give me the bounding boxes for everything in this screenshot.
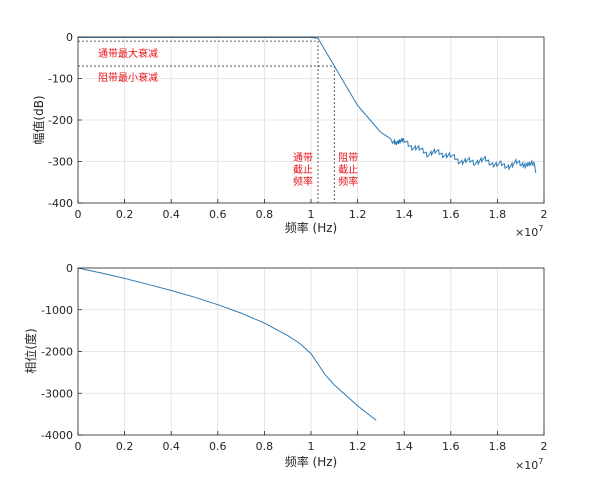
x-tick-label: 1.2 xyxy=(349,440,367,453)
y-tick-label: 0 xyxy=(66,262,73,275)
x-tick-label: 1.4 xyxy=(395,208,413,221)
magnitude-plot: 0 0.2 0.4 0.6 0.8 1 1.2 1.4 1.6 1.8 2 0 -100 -200 -30… xyxy=(31,31,548,239)
x-tick-label: 1.8 xyxy=(489,208,507,221)
x-tick-label: 0.2 xyxy=(116,208,134,221)
stopband-atten-label: 阻带最小衰减 xyxy=(98,71,158,84)
magnitude-y-label: 幅值(dB) xyxy=(31,95,46,144)
magnitude-x-exponent: ×107 xyxy=(515,224,543,239)
phase-y-label: 相位(度) xyxy=(23,328,38,373)
x-tick-label: 2 xyxy=(541,440,548,453)
stopband-cutoff-label: 阻带 xyxy=(338,152,358,164)
y-tick-label: 0 xyxy=(66,31,73,44)
x-tick-label: 0.4 xyxy=(162,440,180,453)
x-tick-label: 0.6 xyxy=(209,208,227,221)
x-tick-label: 1.6 xyxy=(442,440,460,453)
y-tick-label: -2000 xyxy=(41,346,73,359)
y-tick-label: -100 xyxy=(48,73,73,86)
x-tick-label: 1.6 xyxy=(442,208,460,221)
x-tick-label: 1 xyxy=(308,440,315,453)
phase-x-ticks: 0 0.2 0.4 0.6 0.8 1 1.2 1.4 1.6 1.8 2 xyxy=(75,431,548,453)
x-tick-label: 0 xyxy=(75,208,82,221)
x-tick-label: 2 xyxy=(541,208,548,221)
phase-series xyxy=(77,267,377,421)
x-tick-label: 0.8 xyxy=(256,440,274,453)
x-tick-label: 0.6 xyxy=(209,440,227,453)
y-tick-label: -4000 xyxy=(41,429,73,442)
passband-atten-label: 通带最大衰减 xyxy=(98,47,158,60)
magnitude-x-ticks: 0 0.2 0.4 0.6 0.8 1 1.2 1.4 1.6 1.8 2 xyxy=(75,199,548,221)
passband-cutoff-label: 频率 xyxy=(293,175,313,188)
y-tick-label: -3000 xyxy=(41,387,73,400)
passband-cutoff-label: 通带 xyxy=(293,152,313,164)
magnitude-x-label: 频率 (Hz) xyxy=(285,220,338,235)
stopband-cutoff-label: 频率 xyxy=(338,175,358,188)
phase-plot: 0 0.2 0.4 0.6 0.8 1 1.2 1.4 1.6 1.8 2 0 -1000 -2000 -… xyxy=(23,262,548,472)
x-tick-label: 0.4 xyxy=(162,208,180,221)
x-tick-label: 1 xyxy=(308,208,315,221)
magnitude-reference-lines xyxy=(78,40,335,203)
passband-cutoff-label: 截止 xyxy=(293,163,313,176)
x-tick-label: 1.8 xyxy=(489,440,507,453)
magnitude-y-ticks: 0 -100 -200 -300 -400 xyxy=(48,31,82,210)
stopband-cutoff-label: 截止 xyxy=(338,163,358,176)
magnitude-series xyxy=(78,36,537,174)
phase-y-ticks: 0 -1000 -2000 -3000 -4000 xyxy=(41,262,82,442)
x-tick-label: 0.2 xyxy=(116,440,134,453)
series-line xyxy=(78,36,537,174)
x-tick-label: 1.2 xyxy=(349,208,367,221)
y-tick-label: -300 xyxy=(48,156,73,169)
y-tick-label: -200 xyxy=(48,114,73,127)
y-tick-label: -400 xyxy=(48,197,73,210)
x-tick-label: 0 xyxy=(75,440,82,453)
x-tick-label: 0.8 xyxy=(256,208,274,221)
x-tick-label: 1.4 xyxy=(395,440,413,453)
phase-x-label: 频率 (Hz) xyxy=(285,454,338,469)
phase-x-exponent: ×107 xyxy=(515,457,543,472)
series-line xyxy=(77,267,377,421)
y-tick-label: -1000 xyxy=(41,304,73,317)
